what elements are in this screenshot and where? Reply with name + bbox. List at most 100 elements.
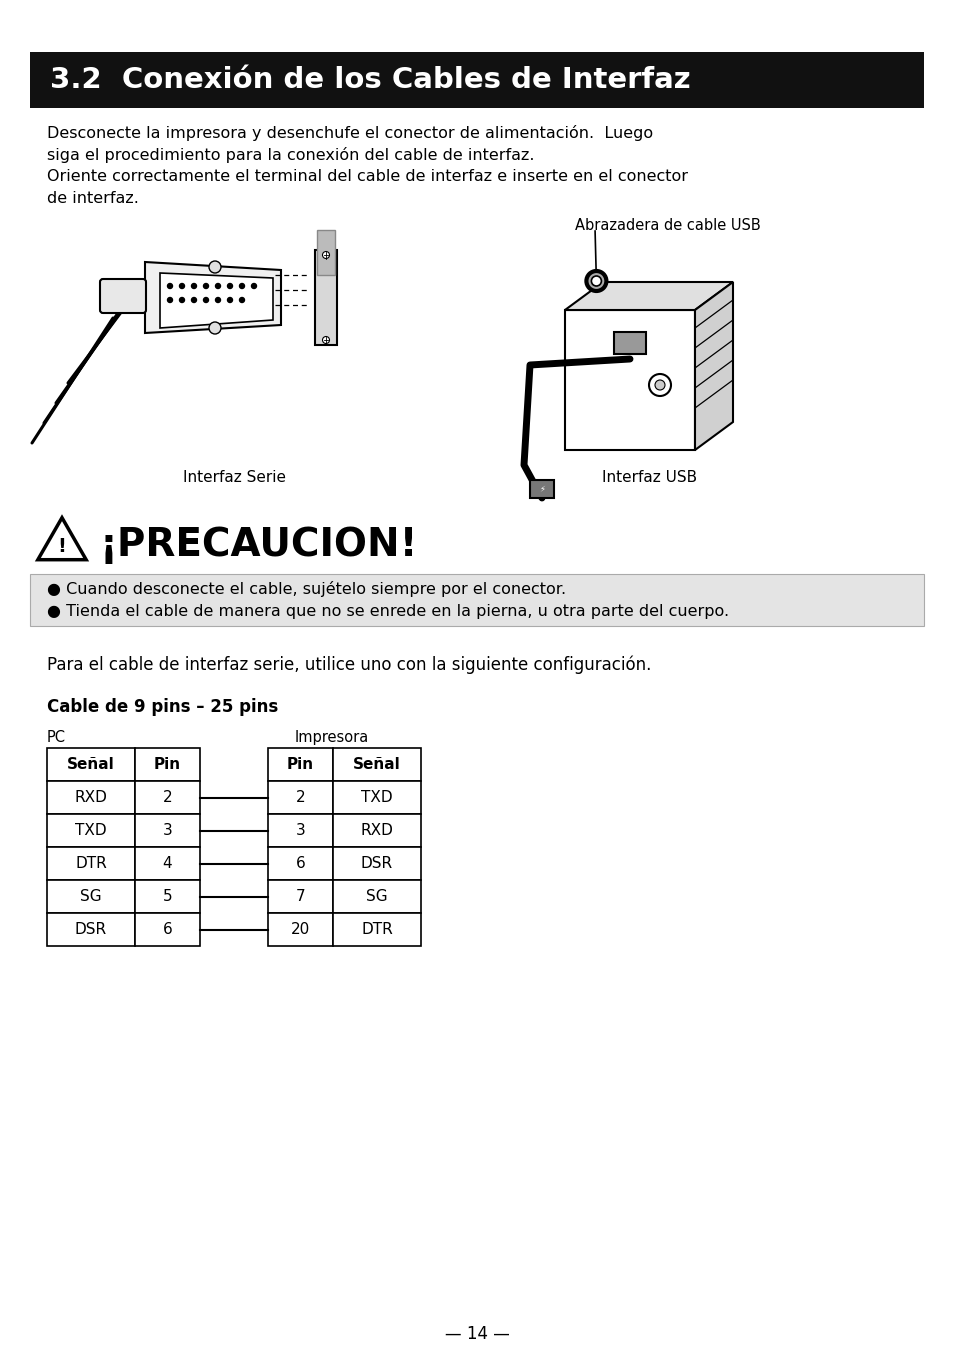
Circle shape <box>215 284 220 288</box>
Text: 5: 5 <box>163 890 172 904</box>
Circle shape <box>179 284 184 288</box>
Text: 2: 2 <box>295 790 305 804</box>
Bar <box>135 880 200 913</box>
Bar <box>135 846 200 880</box>
Bar <box>268 814 333 846</box>
Bar <box>47 781 135 814</box>
Circle shape <box>179 297 184 303</box>
Text: Pin: Pin <box>153 757 181 772</box>
Circle shape <box>203 284 209 288</box>
Circle shape <box>322 337 329 343</box>
Bar <box>333 846 420 880</box>
Text: 3: 3 <box>162 823 172 838</box>
Text: Impresora: Impresora <box>294 730 369 745</box>
Text: Interfaz Serie: Interfaz Serie <box>183 470 286 485</box>
Circle shape <box>322 251 329 258</box>
Text: Desconecte la impresora y desenchufe el conector de alimentación.  Luego: Desconecte la impresora y desenchufe el … <box>47 124 653 141</box>
Text: RXD: RXD <box>360 823 393 838</box>
Text: de interfaz.: de interfaz. <box>47 191 139 206</box>
Polygon shape <box>695 283 732 450</box>
Bar <box>47 880 135 913</box>
Text: Cable de 9 pins – 25 pins: Cable de 9 pins – 25 pins <box>47 698 278 717</box>
Bar <box>268 913 333 946</box>
Text: SG: SG <box>80 890 102 904</box>
Text: 4: 4 <box>163 856 172 871</box>
Bar <box>530 480 554 498</box>
Text: 3.2  Conexión de los Cables de Interfaz: 3.2 Conexión de los Cables de Interfaz <box>50 66 690 95</box>
Polygon shape <box>160 273 273 329</box>
Text: Señal: Señal <box>67 757 114 772</box>
Bar <box>268 880 333 913</box>
Bar <box>333 748 420 781</box>
Bar <box>47 846 135 880</box>
Circle shape <box>168 297 172 303</box>
Circle shape <box>586 270 606 291</box>
Text: Interfaz USB: Interfaz USB <box>601 470 697 485</box>
Bar <box>47 913 135 946</box>
Bar <box>268 846 333 880</box>
Text: DTR: DTR <box>361 922 393 937</box>
Text: PC: PC <box>47 730 66 745</box>
Bar <box>564 310 695 450</box>
Text: TXD: TXD <box>75 823 107 838</box>
Text: Para el cable de interfaz serie, utilice uno con la siguiente configuración.: Para el cable de interfaz serie, utilice… <box>47 656 651 675</box>
Circle shape <box>655 380 664 389</box>
Bar <box>268 781 333 814</box>
Text: SG: SG <box>366 890 388 904</box>
Bar <box>614 333 645 354</box>
Bar <box>135 748 200 781</box>
Bar <box>135 814 200 846</box>
Circle shape <box>239 284 244 288</box>
Text: Señal: Señal <box>353 757 400 772</box>
Bar <box>333 781 420 814</box>
Text: 7: 7 <box>295 890 305 904</box>
Text: 6: 6 <box>162 922 172 937</box>
Circle shape <box>227 297 233 303</box>
Circle shape <box>209 322 221 334</box>
Bar <box>333 880 420 913</box>
Text: siga el procedimiento para la conexión del cable de interfaz.: siga el procedimiento para la conexión d… <box>47 147 534 164</box>
Circle shape <box>209 261 221 273</box>
Text: ¡PRECAUCION!: ¡PRECAUCION! <box>100 526 418 564</box>
Polygon shape <box>145 262 281 333</box>
Text: Abrazadera de cable USB: Abrazadera de cable USB <box>575 218 760 233</box>
Text: DSR: DSR <box>360 856 393 871</box>
Bar <box>333 814 420 846</box>
Text: ● Cuando desconecte el cable, sujételo siempre por el conector.: ● Cuando desconecte el cable, sujételo s… <box>47 581 565 598</box>
Polygon shape <box>564 283 732 310</box>
Text: RXD: RXD <box>74 790 108 804</box>
Circle shape <box>203 297 209 303</box>
Circle shape <box>252 284 256 288</box>
Bar <box>135 913 200 946</box>
Text: ● Tienda el cable de manera que no se enrede en la pierna, u otra parte del cuer: ● Tienda el cable de manera que no se en… <box>47 604 728 619</box>
Polygon shape <box>38 518 86 560</box>
Bar <box>47 814 135 846</box>
Bar <box>316 230 335 274</box>
Circle shape <box>215 297 220 303</box>
Bar <box>47 748 135 781</box>
Text: 20: 20 <box>291 922 310 937</box>
Bar <box>135 781 200 814</box>
Circle shape <box>591 276 600 287</box>
Bar <box>30 575 923 626</box>
Text: — 14 —: — 14 — <box>444 1325 509 1343</box>
Text: 6: 6 <box>295 856 305 871</box>
Circle shape <box>192 284 196 288</box>
FancyBboxPatch shape <box>100 279 146 314</box>
Circle shape <box>648 375 670 396</box>
Text: ⚡: ⚡ <box>538 484 544 493</box>
Bar <box>30 51 923 108</box>
Text: 2: 2 <box>163 790 172 804</box>
Text: TXD: TXD <box>361 790 393 804</box>
Text: DSR: DSR <box>75 922 107 937</box>
Text: DTR: DTR <box>75 856 107 871</box>
Text: Pin: Pin <box>287 757 314 772</box>
Circle shape <box>192 297 196 303</box>
Circle shape <box>227 284 233 288</box>
Circle shape <box>168 284 172 288</box>
Bar <box>314 250 336 345</box>
Circle shape <box>239 297 244 303</box>
Bar <box>333 913 420 946</box>
Text: Oriente correctamente el terminal del cable de interfaz e inserte en el conector: Oriente correctamente el terminal del ca… <box>47 169 687 184</box>
Bar <box>268 748 333 781</box>
